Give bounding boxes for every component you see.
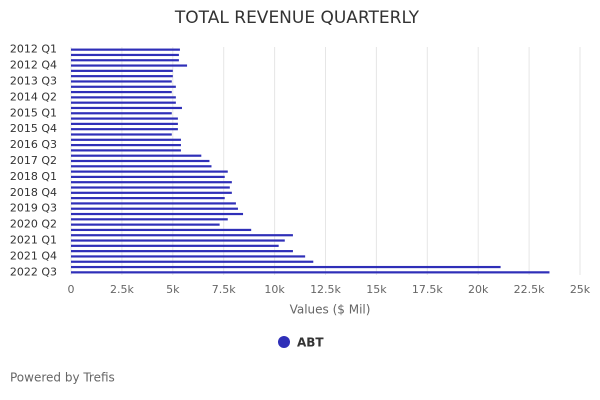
x-tick-label: 12.5k — [310, 283, 341, 296]
bar — [71, 117, 178, 120]
chart-title: TOTAL REVENUE QUARTERLY — [174, 8, 420, 28]
bar — [71, 197, 225, 200]
bar — [71, 138, 181, 141]
bar — [71, 175, 225, 179]
legend-label: ABT — [297, 336, 324, 350]
bar — [71, 250, 293, 253]
bar — [71, 165, 212, 168]
bar — [71, 265, 501, 269]
bar — [71, 80, 172, 83]
x-tick-label: 5k — [166, 283, 180, 296]
x-tick-label: 25k — [570, 283, 591, 296]
y-tick-label: 2012 Q1 — [10, 43, 57, 56]
bar — [71, 239, 285, 242]
x-tick-label: 20k — [468, 283, 489, 296]
x-tick-label: 17.5k — [412, 283, 443, 296]
y-tick-label: 2015 Q1 — [10, 106, 57, 119]
bar — [71, 170, 228, 173]
x-tick-label: 22.5k — [514, 283, 545, 296]
y-tick-label: 2018 Q4 — [10, 186, 57, 199]
bar — [71, 218, 228, 221]
bar — [71, 101, 176, 104]
bar — [71, 255, 306, 258]
bar — [71, 186, 230, 189]
y-tick-label: 2021 Q1 — [10, 234, 57, 247]
bar — [71, 48, 180, 51]
bar — [71, 75, 173, 78]
bar — [71, 149, 181, 152]
bar — [71, 133, 172, 136]
bar — [71, 244, 279, 247]
bar — [71, 128, 178, 131]
bar — [71, 122, 178, 125]
bar — [71, 112, 172, 115]
x-tick-label: 10k — [264, 283, 285, 296]
bar — [71, 59, 179, 62]
bar — [71, 53, 179, 57]
bar — [71, 202, 236, 205]
legend-marker — [278, 336, 290, 348]
bar — [71, 234, 293, 237]
bar — [71, 212, 244, 216]
y-tick-label: 2013 Q3 — [10, 74, 57, 87]
bar — [71, 159, 210, 163]
y-tick-label: 2021 Q4 — [10, 249, 57, 262]
y-tick-label: 2016 Q3 — [10, 138, 57, 151]
x-tick-label: 15k — [366, 283, 387, 296]
bar — [71, 69, 173, 72]
bar — [71, 96, 176, 99]
bar — [71, 106, 182, 110]
y-tick-label: 2014 Q2 — [10, 90, 57, 103]
bar — [71, 271, 550, 274]
bar — [71, 64, 188, 67]
y-tick-label: 2015 Q4 — [10, 122, 57, 135]
footer: Powered by Trefis — [10, 371, 115, 385]
y-tick-label: 2017 Q2 — [10, 154, 57, 167]
bar — [71, 90, 172, 94]
y-tick-label: 2012 Q4 — [10, 59, 57, 72]
bar — [71, 85, 176, 88]
x-tick-label: 7.5k — [212, 283, 236, 296]
bar — [71, 181, 232, 184]
bar — [71, 154, 202, 157]
y-tick-label: 2018 Q1 — [10, 170, 57, 183]
y-tick-label: 2022 Q3 — [10, 265, 57, 278]
bar — [71, 207, 238, 210]
bar — [71, 228, 252, 232]
bar — [71, 260, 314, 263]
bar — [71, 143, 181, 147]
bar — [71, 223, 220, 226]
x-tick-label: 0 — [68, 283, 75, 296]
y-tick-label: 2020 Q2 — [10, 218, 57, 231]
x-axis-label: Values ($ Mil) — [290, 303, 371, 317]
y-tick-label: 2019 Q3 — [10, 202, 57, 215]
bar — [71, 191, 232, 194]
x-tick-label: 2.5k — [110, 283, 134, 296]
